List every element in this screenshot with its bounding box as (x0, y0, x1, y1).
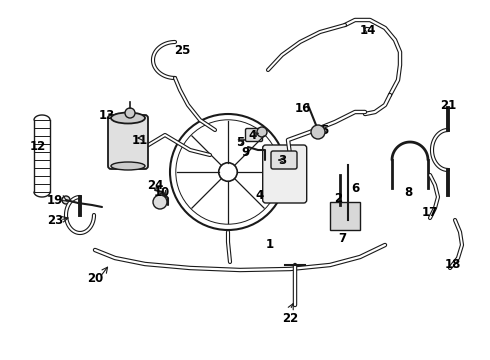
Text: 8: 8 (404, 185, 412, 198)
Text: 11: 11 (132, 134, 148, 147)
Text: 24: 24 (147, 179, 163, 192)
Text: 25: 25 (174, 44, 190, 57)
Text: 21: 21 (440, 99, 456, 112)
Text: 10: 10 (154, 185, 170, 198)
Text: 19: 19 (47, 194, 63, 207)
Text: 5: 5 (236, 135, 244, 149)
Circle shape (62, 196, 70, 204)
Circle shape (153, 195, 167, 209)
FancyBboxPatch shape (245, 129, 263, 141)
Circle shape (125, 108, 135, 118)
Circle shape (257, 127, 267, 137)
Ellipse shape (111, 162, 145, 170)
Text: 2: 2 (334, 192, 342, 204)
Text: 20: 20 (87, 271, 103, 284)
Text: 14: 14 (360, 23, 376, 36)
Text: 1: 1 (266, 239, 274, 252)
Text: 9: 9 (241, 145, 249, 158)
Text: 3: 3 (278, 153, 286, 166)
Circle shape (265, 177, 275, 187)
Text: 4: 4 (249, 129, 257, 141)
Text: 6: 6 (351, 181, 359, 194)
Text: 15: 15 (314, 123, 330, 136)
Text: 23: 23 (47, 213, 63, 226)
Ellipse shape (111, 112, 145, 123)
Text: 18: 18 (445, 257, 461, 270)
FancyBboxPatch shape (108, 115, 148, 169)
Text: 7: 7 (338, 231, 346, 244)
Text: 17: 17 (422, 206, 438, 219)
Text: 4: 4 (256, 189, 264, 202)
FancyBboxPatch shape (263, 145, 307, 203)
Circle shape (311, 125, 325, 139)
Text: 16: 16 (295, 102, 311, 114)
Text: 22: 22 (282, 311, 298, 324)
Polygon shape (330, 202, 360, 230)
FancyBboxPatch shape (271, 151, 297, 169)
Text: 13: 13 (99, 108, 115, 122)
Text: 12: 12 (30, 140, 46, 153)
